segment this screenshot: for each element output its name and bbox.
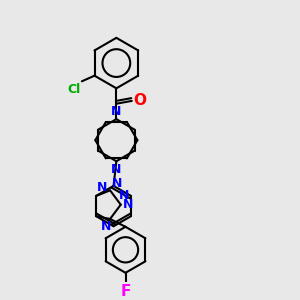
- Text: N: N: [123, 198, 134, 211]
- Text: N: N: [119, 190, 130, 202]
- Text: Cl: Cl: [67, 83, 80, 96]
- Text: N: N: [101, 220, 111, 233]
- Text: F: F: [120, 284, 131, 299]
- Text: N: N: [111, 105, 122, 118]
- Text: O: O: [133, 93, 146, 108]
- Text: N: N: [111, 163, 122, 176]
- Text: N: N: [97, 181, 107, 194]
- Text: N: N: [112, 176, 122, 190]
